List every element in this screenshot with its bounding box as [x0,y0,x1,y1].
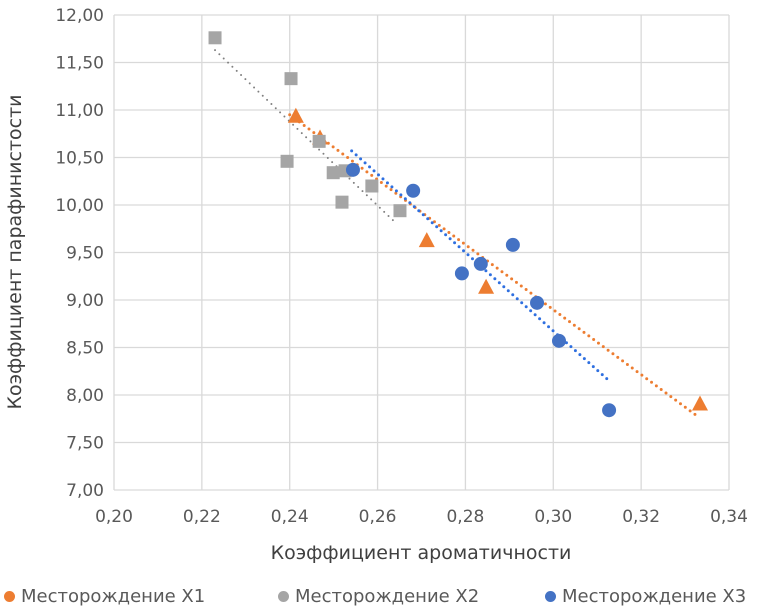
trendline-2 [214,49,398,225]
data-point-x2 [208,31,222,45]
trendlines [214,49,700,419]
y-tick-label: 9,50 [66,244,104,264]
y-tick-label: 8,00 [66,386,104,406]
tick-labels: 0,20 0,22 0,24 0,26 0,28 0,30 0,32 0,34 7,00 7,50… [55,6,748,527]
legend-marker [4,591,15,602]
scatter-chart: 0,20 0,22 0,24 0,26 0,28 0,30 0,32 0,34 7,00 7,50… [4,6,748,564]
data-point-x3 [406,183,421,198]
legend-label: Месторождение X1 [21,586,206,607]
data-point-x3 [505,237,520,252]
x-tick-label: 0,26 [359,507,397,527]
y-tick-label: 7,50 [66,434,104,454]
legend-item-x2: Месторождение X2 [278,586,479,607]
data-point-x2 [280,154,294,168]
data-point-x3 [530,295,545,310]
legend-marker [545,591,556,602]
legend-item-x1: Месторождение X1 [4,586,205,607]
data-point-x3 [602,403,617,418]
y-tick-label: 11,00 [55,101,104,121]
data-point-x1 [287,107,304,123]
data-point-x1 [478,278,495,294]
data-point-x3 [551,333,566,348]
grid [113,14,730,491]
data-point-x3 [345,162,360,177]
x-tick-label: 0,32 [622,507,660,527]
legend-label: Месторождение X2 [295,586,480,607]
data-point-x2 [335,195,349,209]
y-tick-label: 12,00 [55,6,104,26]
x-tick-label: 0,22 [183,507,221,527]
data-point-x2 [284,72,298,86]
y-tick-label: 8,50 [66,339,104,359]
y-tick-label: 9,00 [66,291,104,311]
x-tick-label: 0,24 [271,507,309,527]
data-points [208,31,709,418]
legend-label: Месторождение X3 [562,586,747,607]
legend: Месторождение X1 Месторождение X2 Местор… [0,586,760,614]
data-point-x3 [454,266,469,281]
data-point-x2 [393,204,407,218]
y-tick-label: 7,00 [66,481,104,501]
y-tick-label: 11,50 [55,54,104,74]
x-tick-label: 0,28 [446,507,484,527]
y-tick-label: 10,00 [55,196,104,216]
x-axis-label: Коэффициент ароматичности [271,542,572,564]
y-axis-label: Коэффициент парафинистости [4,94,26,409]
x-tick-label: 0,30 [534,507,572,527]
data-point-x2 [326,166,340,180]
data-point-x2 [365,179,379,193]
legend-item-x3: Месторождение X3 [545,586,746,607]
y-tick-label: 10,50 [55,149,104,169]
x-tick-label: 0,20 [95,507,133,527]
x-tick-label: 0,34 [710,507,748,527]
data-point-x3 [473,256,488,271]
data-point-x1 [418,232,435,248]
trendline-1 [288,113,700,419]
data-point-x1 [692,395,709,411]
legend-marker [278,591,289,602]
data-point-x2 [312,134,326,148]
